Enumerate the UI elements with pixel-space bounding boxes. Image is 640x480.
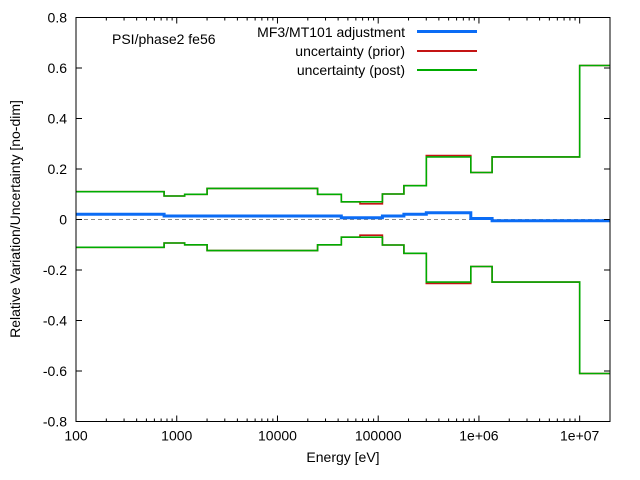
x-axis-label: Energy [eV] bbox=[306, 449, 380, 465]
y-tick-label: 0 bbox=[59, 212, 67, 228]
y-axis-label: Relative Variation/Uncertainty [no-dim] bbox=[7, 100, 23, 338]
y-tick-label: -0.8 bbox=[43, 414, 67, 430]
legend: MF3/MT101 adjustment uncertainty (prior)… bbox=[165, 22, 477, 79]
legend-entry-adjustment: MF3/MT101 adjustment bbox=[165, 22, 477, 41]
x-tick-label: 10000 bbox=[258, 428, 297, 444]
x-tick-label: 100 bbox=[64, 428, 88, 444]
y-tick-label: -0.2 bbox=[43, 262, 67, 278]
x-tick-label: 1000 bbox=[161, 428, 192, 444]
legend-label-adjustment: MF3/MT101 adjustment bbox=[257, 23, 405, 40]
x-tick-label: 1e+07 bbox=[560, 428, 600, 444]
legend-line-sample-prior bbox=[417, 49, 477, 52]
y-tick-label: 0.8 bbox=[48, 10, 68, 26]
y-tick-label: -0.6 bbox=[43, 363, 67, 379]
legend-entry-prior: uncertainty (prior) bbox=[165, 41, 477, 60]
legend-line-sample-adjustment bbox=[417, 30, 477, 33]
y-tick-label: 0.2 bbox=[48, 161, 68, 177]
legend-label-post: uncertainty (post) bbox=[296, 61, 405, 78]
y-tick-label: 0.4 bbox=[48, 111, 68, 127]
legend-entry-post: uncertainty (post) bbox=[165, 60, 477, 79]
legend-line-sample-post bbox=[417, 68, 477, 71]
y-tick-label: -0.4 bbox=[43, 313, 67, 329]
legend-label-prior: uncertainty (prior) bbox=[295, 42, 405, 59]
y-tick-label: 0.6 bbox=[48, 60, 68, 76]
x-tick-label: 100000 bbox=[355, 428, 402, 444]
x-tick-label: 1e+06 bbox=[459, 428, 499, 444]
plot-annotation-label: PSI/phase2 fe56 bbox=[112, 31, 216, 47]
